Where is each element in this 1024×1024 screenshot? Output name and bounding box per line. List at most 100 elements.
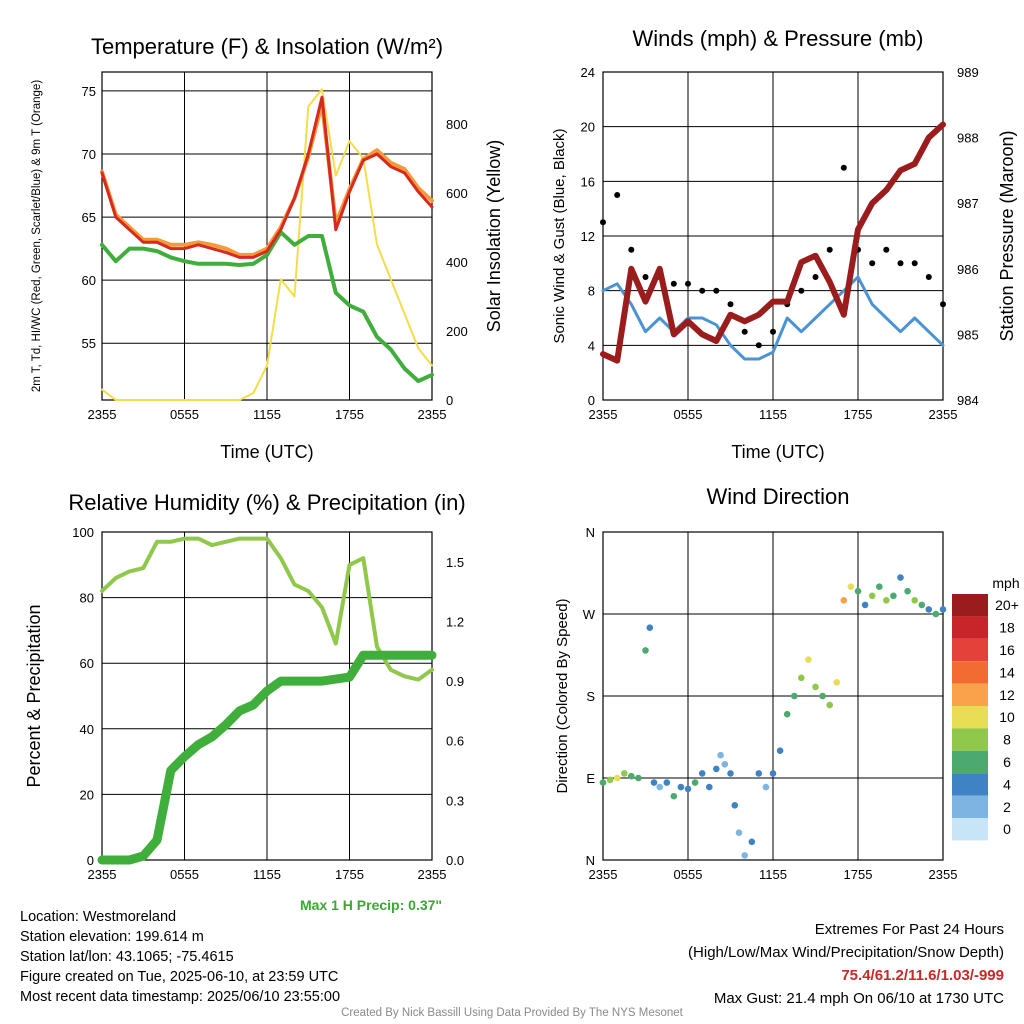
gust-point	[642, 274, 649, 280]
direction-point	[741, 852, 748, 859]
x-tick-label: 1755	[844, 867, 873, 882]
direction-point	[762, 783, 770, 791]
y-tick-label: 12	[581, 229, 595, 244]
legend-label: 2	[1003, 799, 1011, 815]
y-axis-label: Percent & Precipitation	[24, 604, 44, 787]
chart-title: Winds (mph) & Pressure (mb)	[633, 26, 924, 51]
y2-tick-label: 987	[957, 196, 979, 211]
legend-label: 8	[1003, 732, 1011, 748]
y2-axis-label: Station Pressure (Maroon)	[997, 130, 1017, 341]
direction-point	[791, 692, 798, 700]
insolation-line	[101, 88, 433, 401]
dewpoint-line	[100, 230, 434, 384]
gust-point	[770, 328, 776, 335]
gust-point	[685, 280, 691, 287]
direction-point	[650, 779, 658, 786]
direction-point	[663, 779, 671, 786]
direction-point	[706, 783, 713, 791]
direction-point	[621, 770, 628, 777]
legend-label: 18	[999, 620, 1015, 636]
direction-point	[847, 583, 855, 590]
y-tick-label: 20	[581, 120, 595, 135]
gust-point	[925, 274, 932, 280]
x-tick-label: 0555	[170, 867, 199, 882]
gust-point	[699, 287, 706, 294]
direction-point	[721, 761, 729, 768]
legend-swatch	[952, 638, 988, 662]
y-tick-label: 75	[82, 84, 96, 99]
gust-point	[897, 260, 904, 267]
legend-label: 14	[999, 664, 1015, 680]
gust-point	[614, 192, 621, 198]
direction-point	[656, 783, 663, 791]
gust-point	[741, 328, 748, 335]
direction-point	[646, 624, 654, 631]
y2-tick-label: 600	[446, 186, 468, 201]
y-tick-label: 100	[72, 525, 94, 540]
direction-point	[599, 779, 607, 786]
direction-tick-label: N	[586, 853, 595, 868]
x-axis-label: Time (UTC)	[731, 442, 824, 462]
direction-tick-label: S	[586, 689, 595, 704]
legend-label: 0	[1003, 821, 1011, 837]
direction-point	[840, 597, 848, 604]
direction-point	[606, 776, 614, 784]
y2-tick-label: 1.2	[446, 614, 464, 629]
legend-label: 10	[999, 709, 1015, 725]
x-axis-label: Time (UTC)	[220, 442, 313, 462]
x-tick-label: 2355	[418, 407, 447, 422]
direction-point	[628, 772, 635, 780]
direction-point	[911, 597, 918, 604]
y-tick-label: 60	[80, 656, 94, 671]
y2-tick-label: 800	[446, 117, 468, 132]
temp2m-line	[100, 95, 434, 259]
legend-label: 4	[1003, 776, 1011, 792]
direction-point	[812, 683, 819, 691]
max-gust: Max Gust: 21.4 mph On 06/10 at 1730 UTC	[713, 990, 1004, 1007]
rh-line	[100, 536, 434, 682]
y2-tick-label: 0.3	[446, 793, 464, 808]
extremes-values: 75.4/61.2/11.6/1.03/-999	[841, 967, 1004, 984]
y-axis-label: Direction (Colored By Speed)	[554, 598, 571, 793]
direction-point	[642, 647, 649, 654]
direction-point	[755, 770, 763, 777]
station-info: Location: Westmoreland Station elevation…	[20, 907, 340, 1007]
x-tick-label: 1155	[759, 867, 787, 882]
y2-tick-label: 985	[957, 327, 979, 342]
chart-title: Wind Direction	[706, 484, 849, 509]
direction-point	[776, 747, 784, 754]
extremes-block: Extremes For Past 24 Hours (High/Low/Max…	[688, 918, 1004, 1010]
gust-point	[826, 246, 833, 253]
gust-point	[670, 280, 677, 287]
direction-point	[731, 802, 739, 809]
direction-point	[713, 765, 720, 773]
legend-label: 16	[999, 642, 1015, 658]
direction-point	[819, 692, 826, 700]
direction-point	[932, 610, 940, 618]
sonic-wind-line	[601, 275, 945, 361]
y-tick-label: 8	[588, 284, 595, 299]
gust-point	[755, 342, 762, 349]
y2-tick-label: 1.5	[446, 555, 464, 570]
y-tick-label: 55	[82, 336, 96, 351]
legend-swatch	[952, 818, 988, 841]
x-tick-label: 1755	[335, 407, 364, 422]
gust-point	[628, 246, 635, 253]
direction-point	[635, 774, 642, 782]
legend-swatch	[952, 594, 988, 617]
direction-point	[833, 679, 841, 686]
legend-label: 12	[999, 687, 1015, 703]
chart-title: Temperature (F) & Insolation (W/m²)	[91, 34, 443, 59]
station-latlon: Station lat/lon: 43.1065; -75.4615	[20, 949, 234, 965]
y2-tick-label: 0.0	[446, 853, 464, 868]
y-tick-label: 80	[80, 591, 94, 606]
direction-point	[826, 701, 833, 709]
y2-tick-label: 200	[446, 324, 468, 339]
direction-point	[717, 751, 724, 759]
y2-tick-label: 988	[957, 131, 979, 146]
direction-point	[925, 606, 933, 613]
x-tick-label: 0555	[674, 407, 703, 422]
direction-point	[939, 606, 947, 613]
y-tick-label: 70	[82, 147, 96, 162]
figure-created: Figure created on Tue, 2025-06-10, at 23…	[20, 969, 339, 985]
